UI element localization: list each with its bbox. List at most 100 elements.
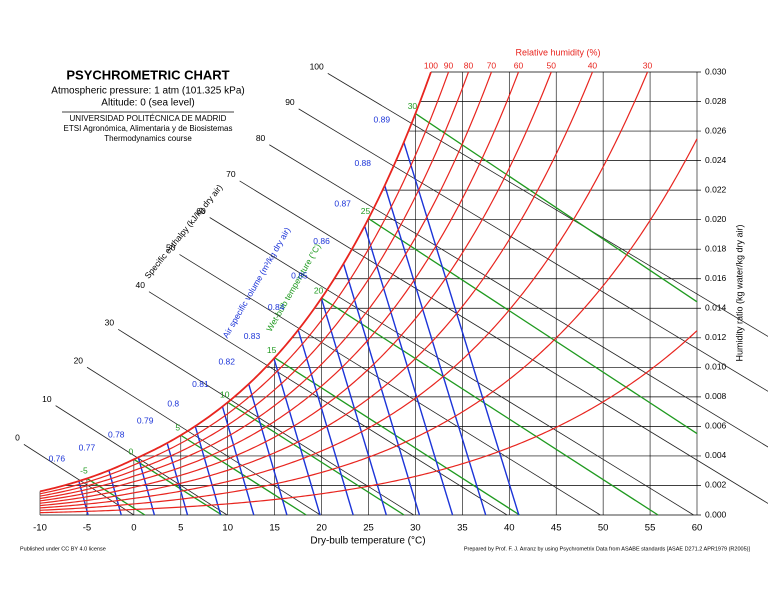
rh-curve — [39, 71, 450, 495]
y-tick-label: 0.020 — [705, 214, 727, 224]
enthalpy-line — [269, 144, 768, 448]
enthalpy-tick-label: 100 — [310, 62, 324, 72]
volume-tick-label: 0.89 — [374, 115, 391, 125]
rh-curve — [39, 330, 698, 514]
enthalpy-line — [179, 254, 601, 516]
y-axis-label: Humidity ratio (kg water/kg dry air) — [734, 224, 744, 361]
enthalpy-label: Specific enthalpy (kJ/kg dry air) — [142, 182, 224, 280]
y-tick-label: 0.024 — [705, 155, 727, 165]
volume-tick-label: 0.77 — [79, 443, 96, 453]
institution: UNIVERSIDAD POLITÉCNICA DE MADRID — [70, 114, 227, 123]
x-tick-label: 20 — [316, 523, 327, 534]
y-tick-label: 0.000 — [705, 509, 727, 519]
rh-tick-label: 80 — [464, 60, 474, 70]
enthalpy-tick-label: 0 — [15, 433, 20, 443]
wet-bulb-line — [274, 357, 520, 516]
rh-curve — [39, 71, 470, 497]
volume-line — [363, 225, 454, 516]
rh-curve — [39, 71, 649, 509]
enthalpy-tick-label: 20 — [74, 356, 84, 366]
x-tick-label: 0 — [131, 523, 136, 534]
rh-tick-label: 50 — [547, 60, 557, 70]
footer-left: Published under CC BY 4.0 license — [20, 546, 106, 552]
volume-line — [194, 425, 222, 516]
rh-tick-label: 90 — [444, 60, 454, 70]
wet-bulb-tick-label: 5 — [175, 422, 180, 432]
enthalpy-tick-label: 70 — [226, 169, 236, 179]
wet-bulb-tick-label: -5 — [80, 466, 88, 476]
volume-line — [320, 298, 387, 516]
rh-label: Relative humidity (%) — [515, 47, 600, 57]
x-tick-label: -10 — [33, 523, 47, 534]
volume-tick-label: 0.88 — [354, 158, 371, 168]
enthalpy-tick-label: 80 — [256, 133, 266, 143]
y-tick-label: 0.008 — [705, 391, 727, 401]
volume-line — [78, 480, 89, 516]
subtitle: Atmospheric pressure: 1 atm (101.325 kPa… — [51, 86, 244, 97]
x-tick-label: 40 — [504, 523, 515, 534]
rh-curve — [39, 71, 520, 502]
x-tick-label: 5 — [178, 523, 183, 534]
enthalpy-tick-label: 60 — [196, 206, 206, 216]
volume-tick-label: 0.8 — [167, 398, 179, 408]
x-tick-label: 60 — [692, 523, 703, 534]
wet-bulb-tick-label: 0 — [128, 447, 133, 457]
institution: Thermodynamics course — [104, 134, 192, 143]
wet-bulb-tick-label: 20 — [314, 285, 324, 295]
rh-curve — [39, 71, 552, 504]
footer-right: Prepared by Prof. F. J. Arranz by using … — [464, 546, 751, 552]
volume-line — [384, 185, 487, 516]
volume-line — [297, 329, 354, 516]
volume-tick-label: 0.78 — [108, 430, 125, 440]
enthalpy-tick-label: 90 — [285, 97, 295, 107]
y-tick-label: 0.010 — [705, 362, 727, 372]
volume-line — [273, 358, 321, 516]
x-tick-label: 15 — [269, 523, 280, 534]
volume-label: Air specific volume (m³/kg dry air) — [220, 225, 292, 339]
y-tick-label: 0.030 — [705, 66, 727, 76]
rh-curve — [39, 71, 432, 493]
x-tick-label: 55 — [645, 523, 656, 534]
volume-tick-label: 0.85 — [291, 271, 308, 281]
x-tick-label: -5 — [83, 523, 91, 534]
y-tick-label: 0.014 — [705, 303, 727, 313]
wet-bulb-tick-label: 10 — [220, 390, 230, 400]
wet-bulb-line — [321, 297, 659, 516]
volume-line — [166, 442, 189, 516]
volume-line — [137, 457, 156, 516]
y-tick-label: 0.022 — [705, 184, 727, 194]
y-tick-label: 0.006 — [705, 421, 727, 431]
y-tick-label: 0.002 — [705, 480, 727, 490]
enthalpy-tick-label: 40 — [135, 280, 145, 290]
x-tick-label: 35 — [457, 523, 468, 534]
rh-curve — [39, 138, 698, 511]
volume-line — [403, 142, 520, 516]
enthalpy-line — [327, 73, 768, 337]
wet-bulb-tick-label: 25 — [361, 206, 371, 216]
rh-tick-label: 60 — [514, 60, 524, 70]
chart-title: PSYCHROMETRIC CHART — [66, 67, 229, 82]
volume-tick-label: 0.87 — [334, 198, 351, 208]
wet-bulb-line — [368, 218, 698, 435]
enthalpy-line — [86, 366, 321, 516]
wet-bulb-tick-label: 30 — [408, 101, 418, 111]
rh-tick-label: 100 — [424, 60, 438, 70]
enthalpy-tick-label: 10 — [42, 394, 52, 404]
y-tick-label: 0.028 — [705, 96, 727, 106]
x-tick-label: 10 — [222, 523, 233, 534]
volume-tick-label: 0.82 — [218, 356, 235, 366]
volume-tick-label: 0.86 — [313, 236, 330, 246]
wet-bulb-tick-label: 15 — [267, 345, 277, 355]
wet-bulb-line — [227, 401, 405, 516]
y-tick-label: 0.004 — [705, 450, 727, 460]
enthalpy-line — [239, 180, 768, 504]
x-tick-label: 30 — [410, 523, 421, 534]
x-tick-label: 50 — [598, 523, 609, 534]
y-tick-label: 0.018 — [705, 243, 727, 253]
institution: ETSI Agronómica, Alimentaria y de Biosis… — [64, 124, 233, 133]
enthalpy-line — [298, 108, 768, 392]
rh-curve — [39, 71, 594, 507]
volume-tick-label: 0.76 — [49, 453, 66, 463]
x-axis-label: Dry-bulb temperature (°C) — [310, 536, 425, 547]
